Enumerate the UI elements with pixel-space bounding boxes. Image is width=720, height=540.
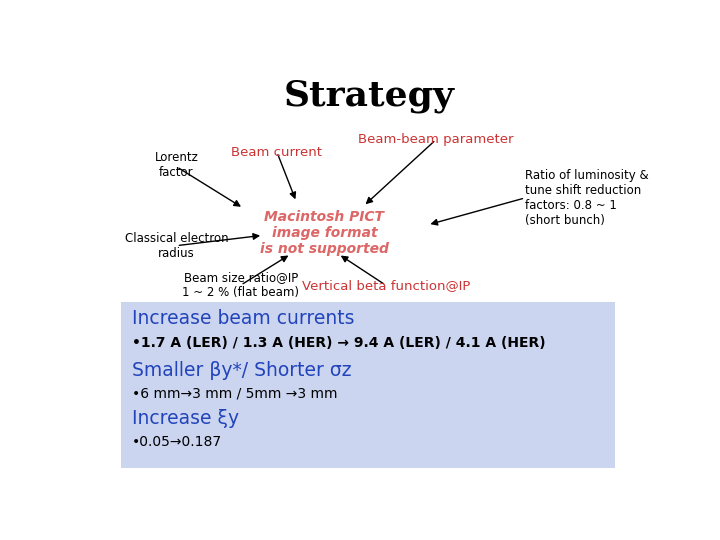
Text: Strategy: Strategy	[284, 79, 454, 113]
FancyBboxPatch shape	[121, 302, 615, 468]
Text: Beam size ratio@IP
1 ~ 2 % (flat beam): Beam size ratio@IP 1 ~ 2 % (flat beam)	[182, 271, 300, 299]
Text: Increase ξy: Increase ξy	[132, 409, 239, 428]
Text: Lorentz
factor: Lorentz factor	[155, 151, 199, 179]
Text: •0.05→0.187: •0.05→0.187	[132, 435, 222, 449]
Text: Ratio of luminosity &
tune shift reduction
factors: 0.8 ~ 1
(short bunch): Ratio of luminosity & tune shift reducti…	[526, 169, 649, 227]
Text: Macintosh PICT
image format
is not supported: Macintosh PICT image format is not suppo…	[260, 210, 389, 256]
Text: Beam-beam parameter: Beam-beam parameter	[359, 133, 513, 146]
Text: Smaller βy*/ Shorter σz: Smaller βy*/ Shorter σz	[132, 361, 351, 380]
Text: Beam current: Beam current	[231, 146, 323, 159]
Text: Increase beam currents: Increase beam currents	[132, 309, 354, 328]
Text: Classical electron
radius: Classical electron radius	[125, 232, 228, 260]
Text: Vertical beta function@IP: Vertical beta function@IP	[302, 279, 470, 292]
Text: •6 mm→3 mm / 5mm →3 mm: •6 mm→3 mm / 5mm →3 mm	[132, 386, 338, 400]
Text: •1.7 A (LER) / 1.3 A (HER) → 9.4 A (LER) / 4.1 A (HER): •1.7 A (LER) / 1.3 A (HER) → 9.4 A (LER)…	[132, 336, 546, 350]
